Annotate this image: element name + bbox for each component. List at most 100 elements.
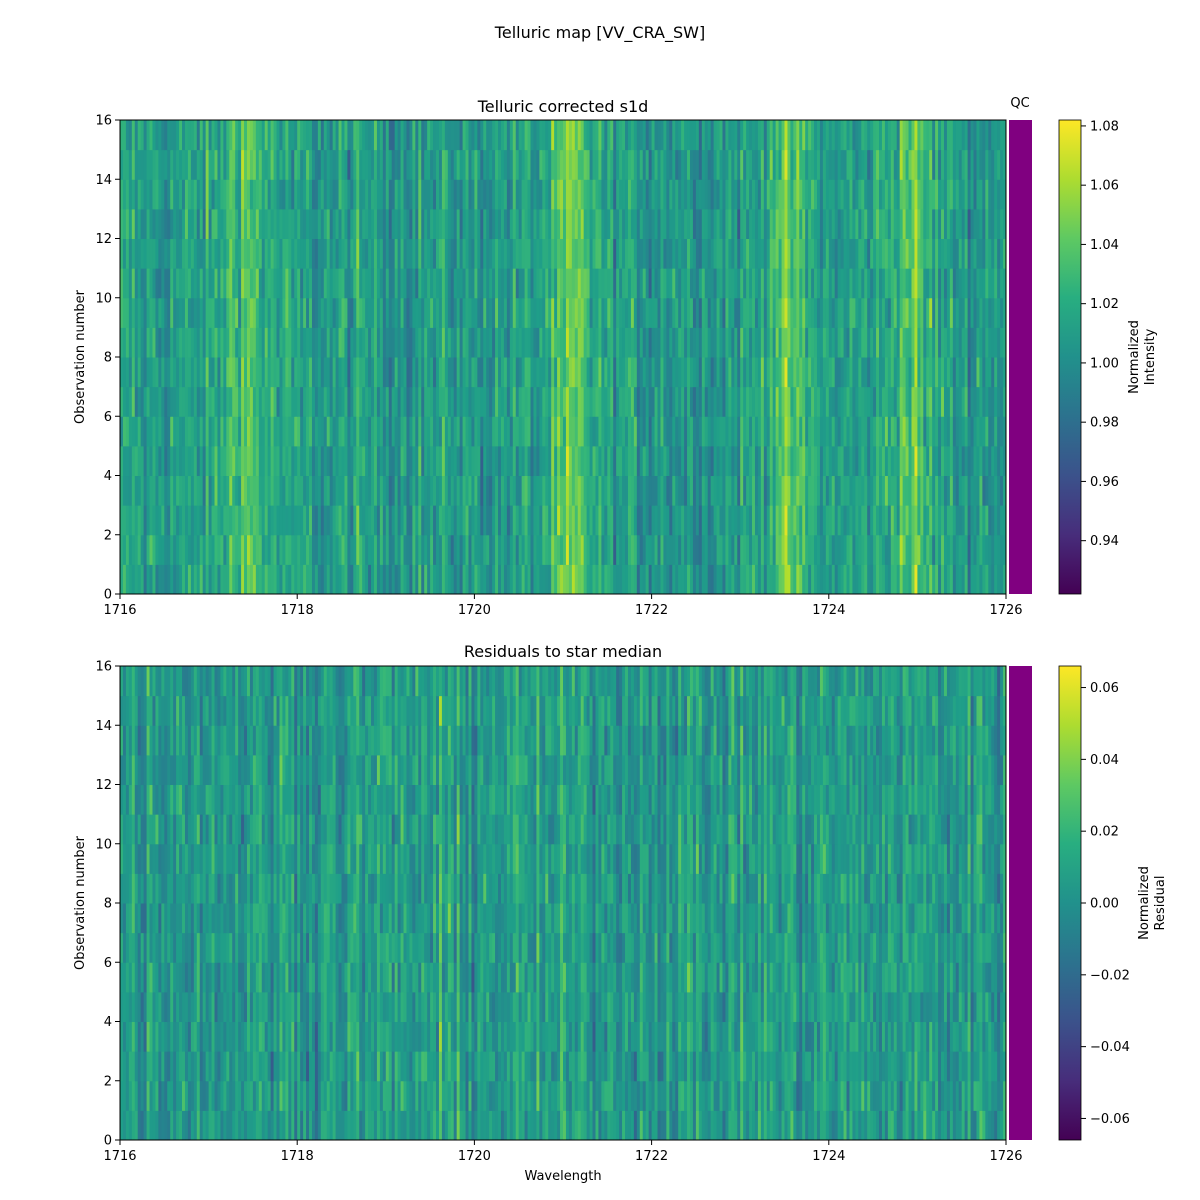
heatmap-cell [122,445,127,477]
heatmap-cell [320,327,325,358]
heatmap-cell [879,475,883,506]
heatmap-cell [574,149,579,180]
heatmap-cell [418,238,422,269]
heatmap-cell [855,208,859,240]
heatmap-cell [424,505,428,536]
heatmap-cell [134,357,139,388]
heatmap-cell [893,238,898,269]
heatmap-cell [825,208,830,240]
heatmap-cell [450,475,455,506]
heatmap-cell [982,120,986,151]
heatmap-cell [604,505,608,536]
heatmap-cell [607,386,611,417]
heatmap-cell [350,564,354,595]
heatmap-cell [155,238,159,269]
heatmap-cell [533,120,537,151]
heatmap-cell [991,120,995,151]
heatmap-cell [861,475,865,506]
heatmap-cell [140,564,145,595]
heatmap-cell [270,1110,275,1141]
heatmap-cell [459,327,464,358]
heatmap-cell [173,357,177,388]
heatmap-cell [568,534,573,565]
x-tick-label: 1722 [635,603,668,618]
heatmap-cell [958,386,963,417]
heatmap-cell [441,149,446,180]
heatmap-cell [784,386,788,417]
heatmap-cell [424,149,428,180]
heatmap-cell [521,149,526,180]
heatmap-cell [769,297,774,328]
heatmap-cell [548,238,552,269]
heatmap-cell [252,208,257,240]
heatmap-cell [373,475,378,506]
heatmap-cell [881,327,886,358]
heatmap-cell [722,327,726,358]
heatmap-cell [893,416,898,447]
heatmap-cell [840,386,845,417]
heatmap-cell [297,445,301,477]
heatmap-cell [267,564,272,595]
heatmap-cell [814,297,818,328]
heatmap-cell [985,149,989,180]
heatmap-cell [657,475,661,506]
heatmap-cell [1000,238,1004,269]
heatmap-cell [214,505,218,536]
heatmap-cell [246,268,251,299]
heatmap-cell [506,505,511,536]
heatmap-cell [246,416,251,447]
heatmap-cell [167,238,171,269]
heatmap-cell [554,238,558,269]
heatmap-cell [182,386,186,417]
heatmap-cell [692,208,697,240]
heatmap-cell [766,149,771,180]
heatmap-cell [373,179,378,210]
heatmap-cell [760,238,765,269]
heatmap-cell [574,475,579,506]
heatmap-cell [958,505,963,536]
heatmap-cell [1003,268,1007,299]
heatmap-cell [480,179,484,210]
heatmap-cell [258,564,263,595]
heatmap-cell [376,475,381,506]
heatmap-cell [654,179,658,210]
heatmap-cell [430,445,434,477]
heatmap-cell [722,297,726,328]
heatmap-cell [808,564,812,595]
heatmap-cell [678,327,682,358]
heatmap-cell [787,505,791,536]
heatmap-cell [861,505,865,536]
heatmap-cell [816,505,821,536]
heatmap-cell [604,268,608,299]
heatmap-cell [811,534,815,565]
heatmap-cell [887,357,892,388]
heatmap-cell [545,327,549,358]
heatmap-cell [536,534,540,565]
heatmap-cell [326,445,331,477]
heatmap-cell [438,208,443,240]
heatmap-row [120,445,1007,477]
heatmap-cell [814,386,818,417]
heatmap-cell [752,120,756,151]
heatmap-cell [811,505,815,536]
heatmap-cell [743,268,747,299]
heatmap-cell [899,475,904,506]
heatmap-cell [672,475,676,506]
heatmap-cell [214,327,218,358]
heatmap-cell [530,445,534,477]
heatmap-cell [155,416,159,447]
heatmap-cell [235,445,239,477]
heatmap-cell [205,1110,210,1141]
heatmap-cell [746,238,750,269]
heatmap-cell [223,238,227,269]
heatmap-cell [314,534,319,565]
heatmap-cell [264,416,269,447]
heatmap-cell [282,120,286,151]
heatmap-cell [205,297,210,328]
heatmap-cell [740,505,744,536]
heatmap-cell [692,327,697,358]
heatmap-cell [932,386,936,417]
heatmap-cell [323,505,328,536]
heatmap-cell [577,475,582,506]
heatmap-cell [636,475,641,506]
